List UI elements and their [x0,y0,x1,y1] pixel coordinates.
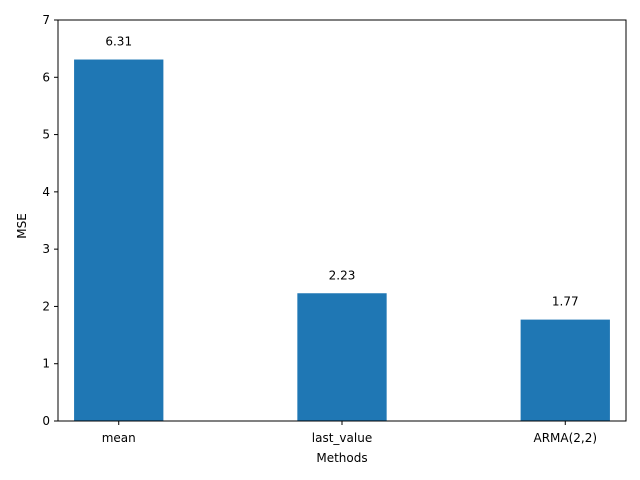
y-tick-label-1: 1 [42,357,50,371]
x-tick-label-0: mean [102,431,136,445]
y-axis-ticks: 0 1 2 3 4 5 6 7 [42,13,58,428]
bar-0 [74,59,164,422]
bar-1 [297,293,387,421]
x-axis-ticks: mean last_value ARMA(2,2) [102,421,597,445]
plot-area-frame [57,19,627,422]
y-tick-label-6: 6 [42,70,50,84]
x-tick-label-2: ARMA(2,2) [533,431,597,445]
data-label-0: 6.31 [105,35,132,49]
y-axis-label: MSE [15,213,29,239]
x-axis-label: Methods [316,451,367,465]
x-tick-label-1: last_value [312,431,372,445]
bar-2 [520,319,610,421]
data-label-2: 1.77 [552,295,579,309]
y-tick-label-0: 0 [42,414,50,428]
bars-group [74,59,610,422]
y-tick-label-2: 2 [42,299,50,313]
y-tick-label-7: 7 [42,13,50,27]
y-tick-label-3: 3 [42,242,50,256]
y-tick-label-5: 5 [42,128,50,142]
y-tick-label-4: 4 [42,185,50,199]
data-label-1: 2.23 [329,268,356,282]
data-labels-group: 6.31 2.23 1.77 [105,35,578,309]
